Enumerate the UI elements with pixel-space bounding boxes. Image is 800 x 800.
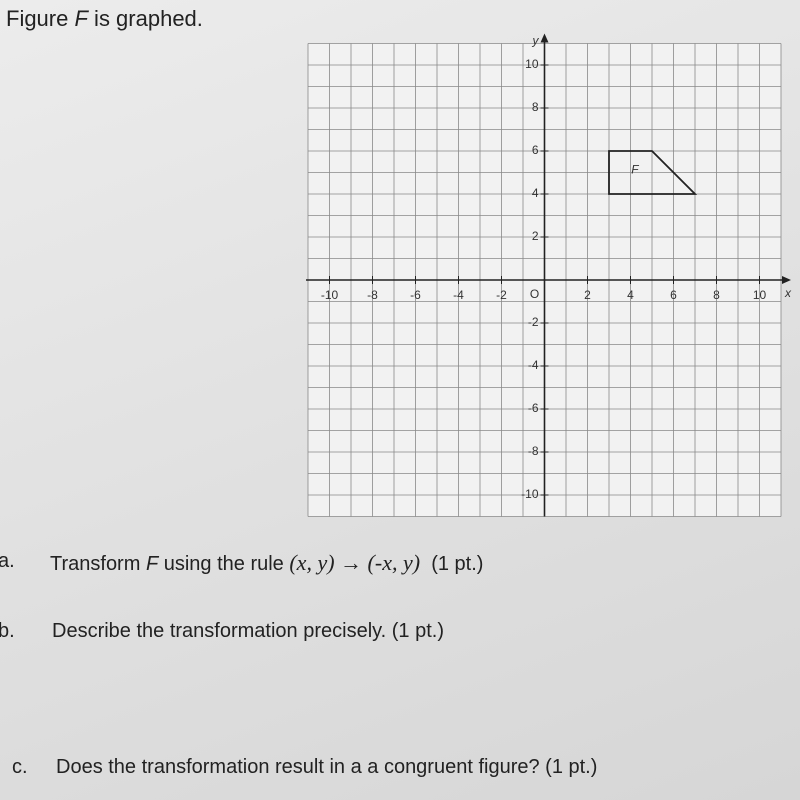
question-letter: c.: [12, 756, 28, 778]
title-figure-name: F: [74, 6, 88, 31]
y-axis-label: y: [532, 34, 540, 48]
x-tick-label: 10: [753, 288, 767, 302]
figure-f: [608, 150, 698, 195]
rule: (x, y) → (-x, y): [289, 550, 421, 575]
question-letter: b.: [0, 620, 15, 642]
y-tick-label: -8: [528, 444, 539, 458]
x-tick-label: -2: [496, 288, 507, 302]
x-tick-label: 8: [713, 288, 720, 302]
x-tick-label: -8: [367, 288, 378, 302]
question-text: Describe the transformation precisely. (…: [52, 620, 445, 642]
y-tick-label: 2: [532, 229, 539, 243]
y-axis-arrow: [540, 33, 549, 43]
y-tick-label: -4: [528, 358, 539, 372]
question-text: using the rule: [158, 553, 290, 575]
title-text: is graphed.: [87, 6, 203, 31]
title: Figure F is graphed.: [6, 6, 203, 32]
x-tick-label: -4: [453, 288, 464, 302]
figure-name: F: [145, 553, 159, 575]
origin-label: O: [530, 287, 539, 301]
question-text: Transform: [50, 553, 146, 575]
y-tick-label: -2: [528, 315, 539, 329]
y-tick-label: 4: [532, 186, 539, 200]
x-axis-label: x: [784, 286, 792, 300]
figure-label: F: [631, 163, 639, 177]
x-tick-label: -10: [321, 288, 339, 302]
y-tick-label: 6: [532, 143, 539, 157]
x-tick-label: -6: [410, 288, 421, 302]
question-letter: a.: [0, 550, 15, 572]
question-text: Does the transformation result in a a co…: [56, 756, 598, 778]
x-tick-label: 4: [627, 288, 634, 302]
question: Transform F using the rule (x, y) → (-x,…: [50, 550, 483, 576]
question: Does the transformation result in a a co…: [56, 756, 597, 779]
x-tick-label: 6: [670, 288, 677, 302]
y-tick-label: -6: [528, 401, 539, 415]
y-tick-label: 10: [525, 57, 539, 71]
x-axis-arrow: [782, 276, 791, 284]
title-text: Figure: [6, 6, 75, 31]
y-tick-label: -10: [521, 487, 539, 501]
points: (1 pt.): [431, 553, 484, 575]
x-tick-label: 2: [584, 288, 591, 302]
y-tick-label: 8: [532, 100, 539, 114]
question: Describe the transformation precisely. (…: [52, 620, 444, 643]
